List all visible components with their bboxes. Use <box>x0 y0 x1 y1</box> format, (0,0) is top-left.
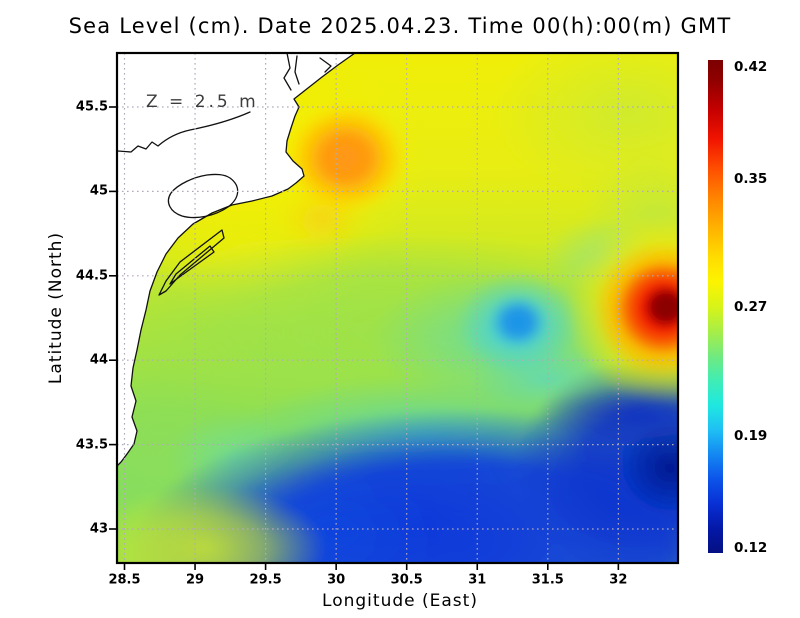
x-tick-label: 30 <box>327 572 346 588</box>
y-tick-label: 44.5 <box>75 268 108 284</box>
lagoon-sliver-1 <box>158 229 225 296</box>
land-mass <box>117 53 355 466</box>
axis-ticks <box>109 106 620 570</box>
x-tick-label: 32 <box>609 572 628 588</box>
chart-title: Sea Level (cm). Date 2025.04.23. Time 00… <box>68 14 732 38</box>
lagoon-sliver-2 <box>169 245 215 285</box>
spit-detail <box>319 57 332 73</box>
y-tick-label: 44 <box>89 352 108 368</box>
colorbar-gradient <box>708 60 723 553</box>
plot-border <box>115 51 680 565</box>
x-tick-label: 30.5 <box>390 572 423 588</box>
colorbar-tick-label: 0.42 <box>734 59 768 75</box>
colorbar-tick-label: 0.12 <box>734 539 768 556</box>
inlet-line-1 <box>283 53 292 91</box>
y-tick-label: 45.5 <box>75 99 108 115</box>
x-tick-label: 28.5 <box>108 572 141 588</box>
depth-annotation: Z = 2.5 m <box>146 92 259 112</box>
y-axis-title: Latitude (North) <box>46 231 66 385</box>
y-tick-label: 43.5 <box>75 437 108 453</box>
y-tick-label: 43 <box>89 521 108 537</box>
inlet-line-2 <box>294 55 300 85</box>
x-tick-label: 31.5 <box>531 572 564 588</box>
x-tick-label: 29.5 <box>249 572 282 588</box>
colorbar-tick-label: 0.19 <box>734 427 768 444</box>
x-tick-label: 29 <box>186 572 205 588</box>
x-tick-label: 31 <box>468 572 487 588</box>
gridlines <box>117 53 678 563</box>
coastline <box>117 53 356 467</box>
liman-shoreline <box>117 111 251 153</box>
colorbar-tick-label: 0.27 <box>734 299 768 316</box>
colorbar-tick-label: 0.35 <box>734 171 768 188</box>
x-axis-title-text: Longitude (East) <box>322 591 478 611</box>
x-axis-title: Longitude (East) <box>0 591 800 611</box>
lagoon-outline <box>167 173 239 219</box>
sea-anomaly-blobs <box>117 53 678 563</box>
y-tick-label: 45 <box>89 183 108 199</box>
sea-field <box>117 53 678 563</box>
